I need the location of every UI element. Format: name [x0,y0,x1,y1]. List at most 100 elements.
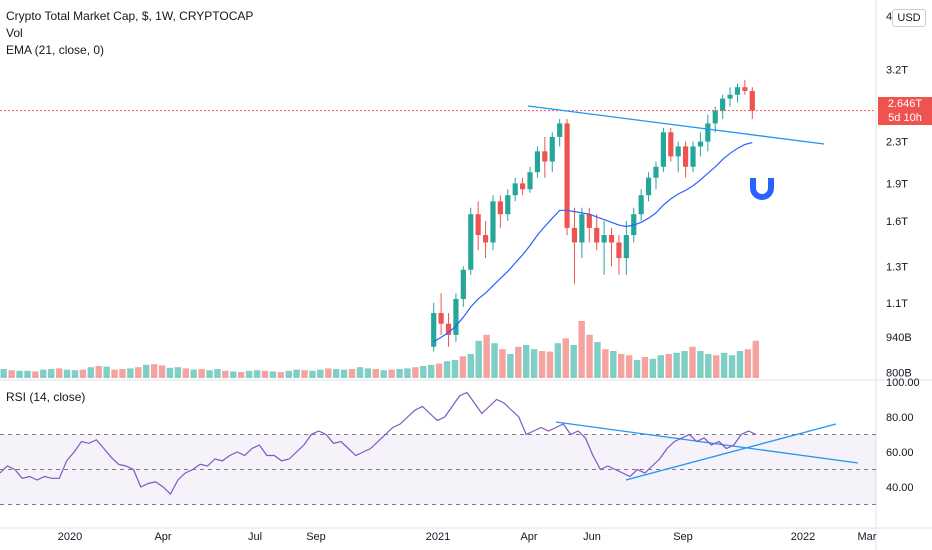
volume-bar [530,349,538,378]
candle-body [712,110,718,124]
rsi-tick-label: 40.00 [886,482,914,494]
volume-bar [396,369,403,378]
candles [431,79,755,352]
volume-bar [55,368,63,378]
volume-bar [79,369,87,378]
candle-body [683,146,689,167]
candle-body [520,183,526,190]
volume-bar [523,345,530,378]
candle-body [571,227,578,243]
candle-body [749,90,755,111]
volume-bar [451,360,459,378]
volume-bar [150,364,158,378]
volume-bar [602,349,609,378]
volume-bar [158,365,166,378]
price-tick-label: 2.3T [886,137,908,149]
volume-bar [554,343,562,378]
candle-body [660,132,666,167]
volume-bar [24,370,31,378]
chart-title: Crypto Total Market Cap, $, 1W, CRYPTOCA… [6,9,254,23]
volume-bar [594,342,601,378]
time-tick-label: Apr [520,531,537,543]
volume-bar [372,369,379,378]
volume-bar [515,346,522,378]
volume-bar [32,371,39,378]
candle-body [534,151,541,173]
candle-body [705,123,711,142]
time-tick-label: 2021 [426,531,450,543]
volume-bar [111,369,118,378]
rsi-trendline-down [555,421,859,464]
countdown-label: 5d 10h [878,111,932,125]
rsi-band [0,434,876,505]
volume-bar [135,367,142,378]
candle-body [668,132,674,157]
time-tick-label: Mar [858,531,877,543]
candle-body [468,214,474,270]
volume-bar [467,354,474,378]
vol-legend: Vol [6,26,23,40]
volume-bar [657,355,664,378]
volume-bar [443,361,451,378]
volume-bar [119,369,126,378]
volume-bar [40,369,47,378]
price-tick-label: 1.9T [886,178,908,190]
volume-bar [507,354,514,378]
candle-body [608,235,615,243]
volume-bar [16,370,23,378]
volume-bar [348,369,356,378]
time-tick-label: 2022 [791,531,815,543]
time-tick-label: Jul [248,531,262,543]
ema-legend: EMA (21, close, 0) [6,43,105,57]
price-tick-label: 940B [886,332,912,344]
volume-bar [301,370,308,378]
volume-bar [459,356,467,378]
candle-body [512,183,518,196]
volume-bar [285,370,292,378]
volume-bar [222,370,229,378]
candle-body [697,141,704,147]
candle-body [623,235,629,259]
rsi-tick-label: 80.00 [886,412,914,424]
candle-body [586,214,592,228]
volume-bar [673,352,680,378]
candle-body [445,323,452,335]
volume-bar [435,363,443,378]
volume-bar [610,351,617,378]
volume-bar [277,372,284,378]
candle-body [460,269,466,299]
rsi-axis: 100.00 80.00 60.00 40.00 [886,377,920,494]
candle-body [431,313,437,347]
candle-body [645,177,652,196]
volume-bar [0,369,7,378]
rsi-line [0,391,757,495]
candle-body [594,227,600,243]
volume-bar [499,349,506,378]
magnet-icon-shape [750,178,774,200]
candle-body [475,214,481,236]
time-tick-label: Jun [583,531,601,543]
candle-body [490,201,496,243]
time-tick-label: Sep [673,531,693,543]
volume-bar [48,369,55,378]
time-tick-label: Apr [154,531,171,543]
candle-body [675,146,681,157]
volume-bar [689,346,696,378]
volume-bar [127,368,134,378]
volume-bar [388,369,395,378]
currency-button[interactable]: USD [892,9,926,27]
volume-bar [71,370,79,378]
volume-bar [333,369,340,378]
volume-bar [538,351,546,378]
volume-bar [325,368,332,378]
volume-bar [214,369,221,378]
volume-bar [269,371,277,378]
volume-bar [752,340,759,378]
volume-bar [546,351,554,378]
volume-bar [705,354,712,378]
volume-bar [364,368,372,378]
volume-bar [190,369,197,378]
candle-body [734,87,741,95]
volume-bar [253,370,261,378]
